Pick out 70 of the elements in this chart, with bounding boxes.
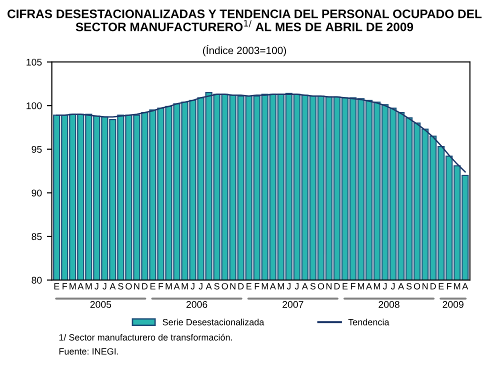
x-tick-label: J bbox=[190, 283, 194, 290]
y-tick-label: 105 bbox=[26, 58, 42, 66]
x-tick-label: J bbox=[390, 283, 395, 290]
x-tick-label: D bbox=[238, 283, 244, 290]
x-tick-label: J bbox=[198, 283, 202, 290]
x-tick-label: A bbox=[302, 283, 308, 290]
x-tick-label: E bbox=[342, 283, 348, 290]
x-tick-label: O bbox=[222, 283, 228, 290]
x-tick-label: F bbox=[158, 283, 164, 290]
x-tick-label: M bbox=[86, 283, 92, 290]
y-tick-label: 100 bbox=[26, 102, 42, 110]
y-tick-label: 80 bbox=[32, 276, 42, 284]
x-tick-label: S bbox=[310, 283, 316, 290]
chart-subtitle: (Índice 2003=100) bbox=[203, 45, 286, 56]
chart-title: CIFRAS DESESTACIONALIZADAS Y TENDENCIA DEL PERSONAL OCUPADO DEL SECTOR MANUFACTURERO$^{1/}$ AL MES DE ABRIL DE 2009 bbox=[8, 10, 482, 32]
x-tick-label: J bbox=[286, 283, 290, 290]
y-tick-label: 90 bbox=[32, 190, 42, 196]
x-tick-label: A bbox=[110, 283, 116, 290]
text: 1/ Sector manufacturero de transformación. bbox=[59, 334, 232, 341]
x-tick-label: N bbox=[326, 283, 332, 290]
x-tick-label: F bbox=[62, 283, 68, 290]
x-tick-label: A bbox=[206, 283, 212, 290]
text: 2005 bbox=[90, 301, 112, 308]
x-tick-label: M bbox=[374, 283, 380, 290]
x-tick-label: M bbox=[166, 283, 172, 290]
x-tick-label: A bbox=[398, 283, 404, 290]
x-tick-label: N bbox=[230, 283, 236, 290]
x-tick-label: F bbox=[447, 283, 452, 290]
x-tick-label: S bbox=[214, 283, 220, 290]
text: 2008 bbox=[378, 301, 400, 308]
text: 2009 bbox=[442, 301, 464, 308]
x-tick-label: E bbox=[54, 283, 60, 290]
x-tick-label: A bbox=[270, 283, 276, 290]
x-tick-label: M bbox=[262, 283, 268, 290]
x-tick-label: A bbox=[462, 283, 468, 290]
x-tick-label: J bbox=[294, 283, 299, 290]
x-tick-label: A bbox=[366, 283, 372, 290]
y-tick-label: 85 bbox=[32, 233, 42, 240]
x-tick-label: A bbox=[78, 283, 84, 290]
x-tick-label: M bbox=[182, 283, 188, 290]
x-tick-label: N bbox=[134, 283, 140, 290]
x-tick-label: A bbox=[174, 283, 180, 290]
x-tick-label: M bbox=[358, 283, 364, 290]
source-note: Fuente: INEGI. bbox=[59, 348, 118, 355]
y-tick-label: 95 bbox=[32, 146, 42, 153]
x-tick-label: J bbox=[382, 283, 387, 290]
x-tick-label: F bbox=[254, 283, 260, 290]
x-tick-label: D bbox=[334, 283, 340, 290]
text: 2007 bbox=[282, 301, 304, 308]
legend-label: Serie Desestacionalizada bbox=[162, 318, 264, 326]
x-tick-label: E bbox=[150, 283, 156, 290]
x-tick-label: S bbox=[406, 283, 412, 290]
x-tick-label: F bbox=[350, 283, 356, 290]
x-tick-label: O bbox=[318, 283, 324, 290]
x-tick-label: N bbox=[422, 283, 428, 290]
x-tick-label: M bbox=[278, 283, 284, 290]
text: 2006 bbox=[186, 301, 208, 308]
x-tick-label: E bbox=[438, 283, 444, 290]
legend-label: Tendencia bbox=[348, 318, 390, 326]
x-tick-label: D bbox=[430, 283, 436, 290]
line-series bbox=[56, 94, 466, 173]
x-tick-label: M bbox=[454, 283, 460, 290]
x-tick-label: E bbox=[246, 283, 252, 290]
x-tick-label: J bbox=[94, 283, 98, 290]
x-tick-label: D bbox=[142, 283, 148, 290]
x-tick-label: S bbox=[118, 283, 124, 290]
x-tick-label: O bbox=[414, 283, 420, 290]
x-tick-label: O bbox=[126, 283, 132, 290]
x-tick-label: M bbox=[70, 283, 76, 290]
x-tick-label: J bbox=[102, 283, 106, 290]
